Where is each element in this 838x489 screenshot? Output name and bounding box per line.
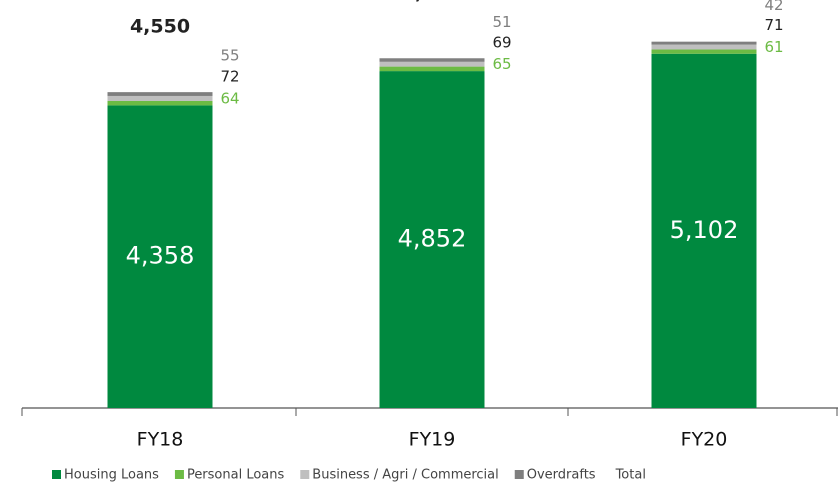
data-label: 55 bbox=[221, 47, 240, 65]
total-label: 5,038 bbox=[402, 0, 462, 4]
data-label: 65 bbox=[493, 55, 512, 73]
legend-label: Housing Loans bbox=[64, 468, 159, 483]
bar-segment bbox=[651, 49, 757, 54]
legend-swatch bbox=[174, 470, 184, 479]
x-tick-label: FY19 bbox=[409, 429, 456, 451]
bar-segment bbox=[379, 66, 485, 72]
legend-label: Overdrafts bbox=[527, 468, 596, 483]
legend-swatch bbox=[300, 470, 310, 479]
data-label: 5,102 bbox=[670, 216, 739, 244]
x-tick-label: FY20 bbox=[681, 429, 728, 451]
legend-label: Personal Loans bbox=[187, 468, 285, 483]
x-tick-label: FY18 bbox=[137, 429, 184, 451]
data-label: 4,358 bbox=[126, 242, 195, 270]
bar-segment bbox=[651, 41, 757, 45]
bar-segment bbox=[107, 100, 213, 106]
total-label: 4,550 bbox=[130, 16, 190, 38]
legend-swatch bbox=[514, 470, 524, 479]
bar-segment bbox=[379, 61, 485, 67]
data-label: 72 bbox=[221, 67, 240, 85]
bar-segment bbox=[651, 44, 757, 50]
data-label: 61 bbox=[765, 38, 784, 56]
bar-segment bbox=[107, 95, 213, 101]
data-label: 64 bbox=[221, 89, 240, 107]
data-label: 42 bbox=[765, 0, 784, 14]
bar-segment bbox=[107, 92, 213, 96]
data-label: 4,852 bbox=[398, 225, 467, 253]
bar-segment bbox=[107, 105, 213, 408]
bar-segment bbox=[379, 71, 485, 408]
legend-label: Business / Agri / Commercial bbox=[312, 468, 498, 483]
bar-segment bbox=[379, 58, 485, 62]
legend-label: Total bbox=[615, 468, 646, 483]
data-label: 51 bbox=[493, 13, 512, 31]
data-label: 69 bbox=[493, 33, 512, 51]
legend-swatch bbox=[52, 470, 61, 479]
bar-segment bbox=[651, 53, 757, 408]
data-label: 71 bbox=[765, 16, 784, 34]
